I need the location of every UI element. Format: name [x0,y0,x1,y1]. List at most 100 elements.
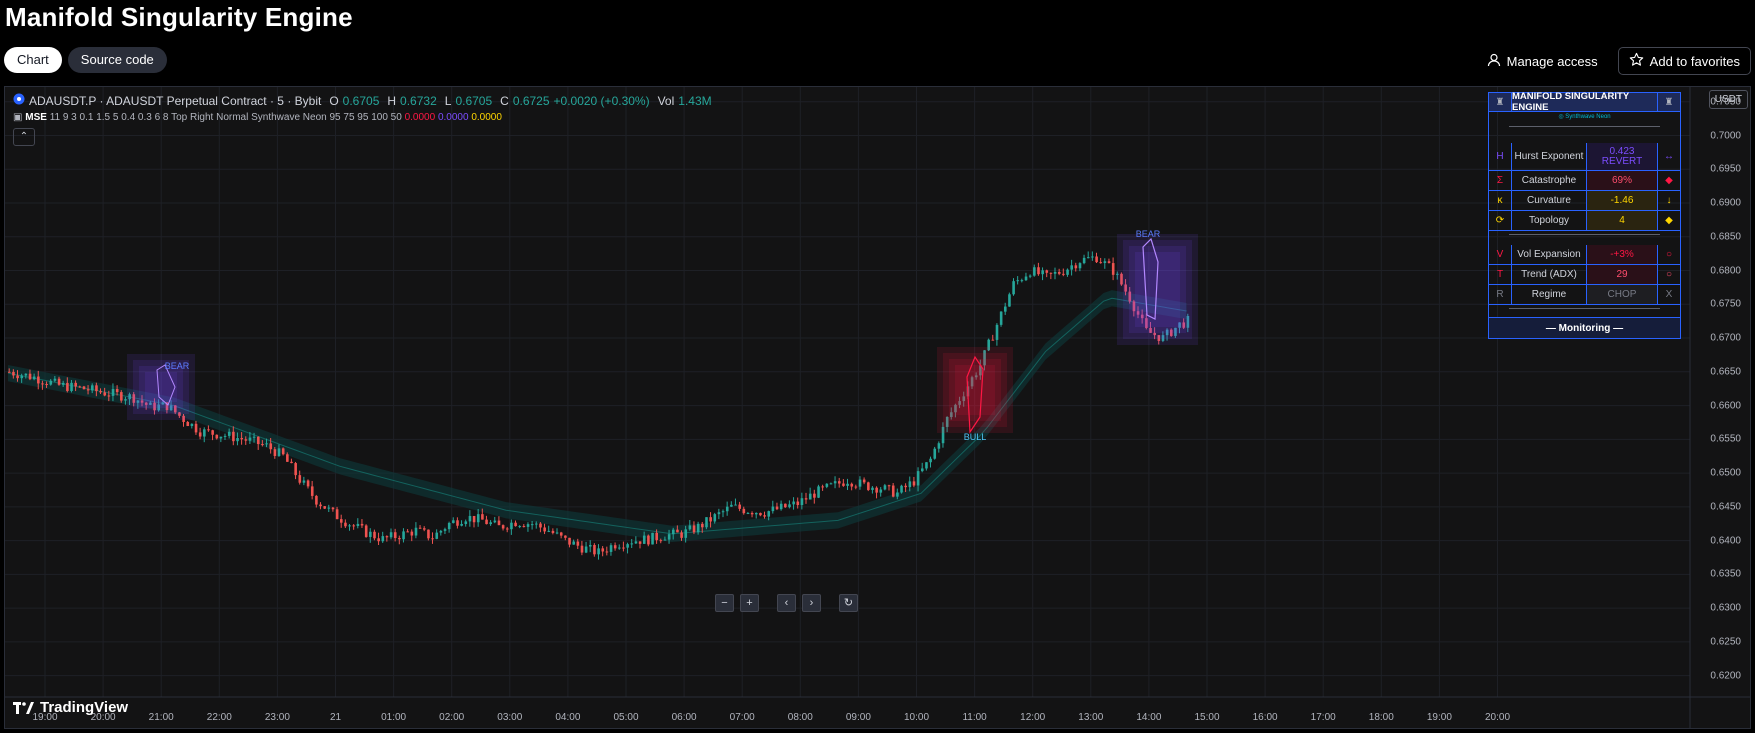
candle-body [377,538,380,542]
user-icon [1487,53,1501,70]
candle-body [174,405,177,413]
candle-body [999,311,1003,325]
candle-body [481,514,484,520]
candle-body [929,458,932,463]
candle-body [1174,327,1177,336]
candle-body [518,526,522,528]
candle-body [526,524,530,527]
symbol-legend: ADAUSDT.P · ADAUSDT Perpetual Contract ·… [13,93,712,108]
zoom-out-button[interactable]: − [715,594,734,612]
candle-body [1124,284,1127,292]
candle-body [1170,329,1173,336]
candle-body [298,475,302,483]
dashboard-row: ⟳ Topology 4 ◆ [1488,211,1681,231]
candle-body [1045,270,1049,273]
add-to-favorites-button[interactable]: Add to favorites [1617,47,1751,75]
candle-body [1099,262,1103,264]
metric-symbol: H [1489,143,1512,170]
candle-body [721,511,725,513]
add-to-favorites-label: Add to favorites [1649,53,1740,69]
candle-body [178,412,181,416]
candle-body [427,529,430,539]
tradingview-logo[interactable]: TradingView [13,699,128,716]
candle-body [854,486,858,488]
dashboard-title: MANIFOLD SINGULARITY ENGINE [1512,91,1658,113]
candle-body [1082,257,1086,264]
candle-body [684,529,688,538]
indicator-icon: ▣ [13,112,23,123]
candle-body [1020,280,1024,282]
candle-body [887,485,891,487]
candle-body [381,536,385,542]
indicator-value-2: 0.0000 [437,112,469,123]
candle-body [1062,273,1065,275]
tab-chart[interactable]: Chart [4,47,62,73]
metric-label: Vol Expansion [1512,245,1587,264]
indicator-params: 11 9 3 0.1 1.5 5 0.4 0.3 6 8 Top Right N… [49,112,402,123]
candle-body [66,382,69,391]
candle-body [559,532,563,536]
indicator-legend[interactable]: ▣ MSE 11 9 3 0.1 1.5 5 0.4 0.3 6 8 Top R… [13,112,502,123]
candle-body [389,532,393,538]
candle-body [406,531,409,533]
scroll-left-button[interactable]: ‹ [777,594,796,612]
candle-body [340,519,343,523]
candle-body [605,551,609,553]
low-value: 0.6705 [455,93,493,108]
scroll-right-button[interactable]: › [802,594,821,612]
currency-button[interactable]: USDT [1708,90,1748,109]
candle-body [447,522,451,530]
price-tick-label: 0.6600 [1710,400,1741,412]
open-label: O [329,93,339,108]
candle-body [937,443,941,449]
metric-value: 69% [1587,171,1658,190]
candle-body [850,483,854,487]
collapse-legend-button[interactable]: ⌃ [13,128,35,146]
candle-body [443,529,447,531]
candle-body [642,535,646,544]
price-tick-label: 0.6250 [1710,636,1741,648]
open-value: 0.6705 [342,93,380,108]
dashboard-row: Σ Catastrophe 69% ◆ [1488,171,1681,191]
candle-body [265,443,268,445]
manage-access-button[interactable]: Manage access [1477,48,1608,74]
candle-body [323,506,326,509]
metric-state-icon: ↔ [1664,151,1674,162]
candle-body [1057,271,1061,274]
metric-value: -+3% [1587,245,1658,264]
candle-body [800,498,804,506]
ma-line [7,297,1187,535]
candle-body [1028,275,1032,277]
price-chart[interactable]: BEAR BULL BEAR [5,87,1751,729]
bear-signal-zone [1123,240,1192,339]
symbol-title[interactable]: ADAUSDT.P · ADAUSDT Perpetual Contract ·… [29,93,322,108]
metric-value: 0.423 REVERT [1587,143,1658,170]
metric-state-icon: X [1665,289,1673,300]
candle-body [767,511,771,517]
candle-body [398,537,401,540]
candle-body [414,527,418,536]
candle-body [696,523,700,533]
chart-panel[interactable]: BEAR BULL BEAR ADAUSDT.P · ADAUSDT Perpetu… [4,86,1751,729]
price-tick-label: 0.6750 [1710,298,1741,310]
candle-body [991,339,995,341]
zoom-in-button[interactable]: + [740,594,759,612]
candle-body [1066,269,1069,275]
price-axis[interactable]: 0.7050 0.7000 0.6950 0.6900 0.6850 0.6800 0.67… [1688,87,1750,687]
candle-body [132,394,136,403]
indicator-value-3: 0.0000 [471,112,502,123]
header-actions: Manage access Add to favorites [1477,47,1751,75]
candle-body [215,434,219,439]
candle-body [103,392,107,396]
candle-body [32,376,36,380]
candle-body [825,483,829,487]
reset-chart-button[interactable]: ↻ [839,594,858,612]
candle-body [979,365,982,376]
candle-body [676,529,679,533]
candle-body [290,461,293,464]
candle-body [53,378,57,381]
tab-source-code[interactable]: Source code [67,47,167,73]
candle-body [896,492,899,497]
candle-body [688,525,692,530]
candle-body [555,532,559,534]
